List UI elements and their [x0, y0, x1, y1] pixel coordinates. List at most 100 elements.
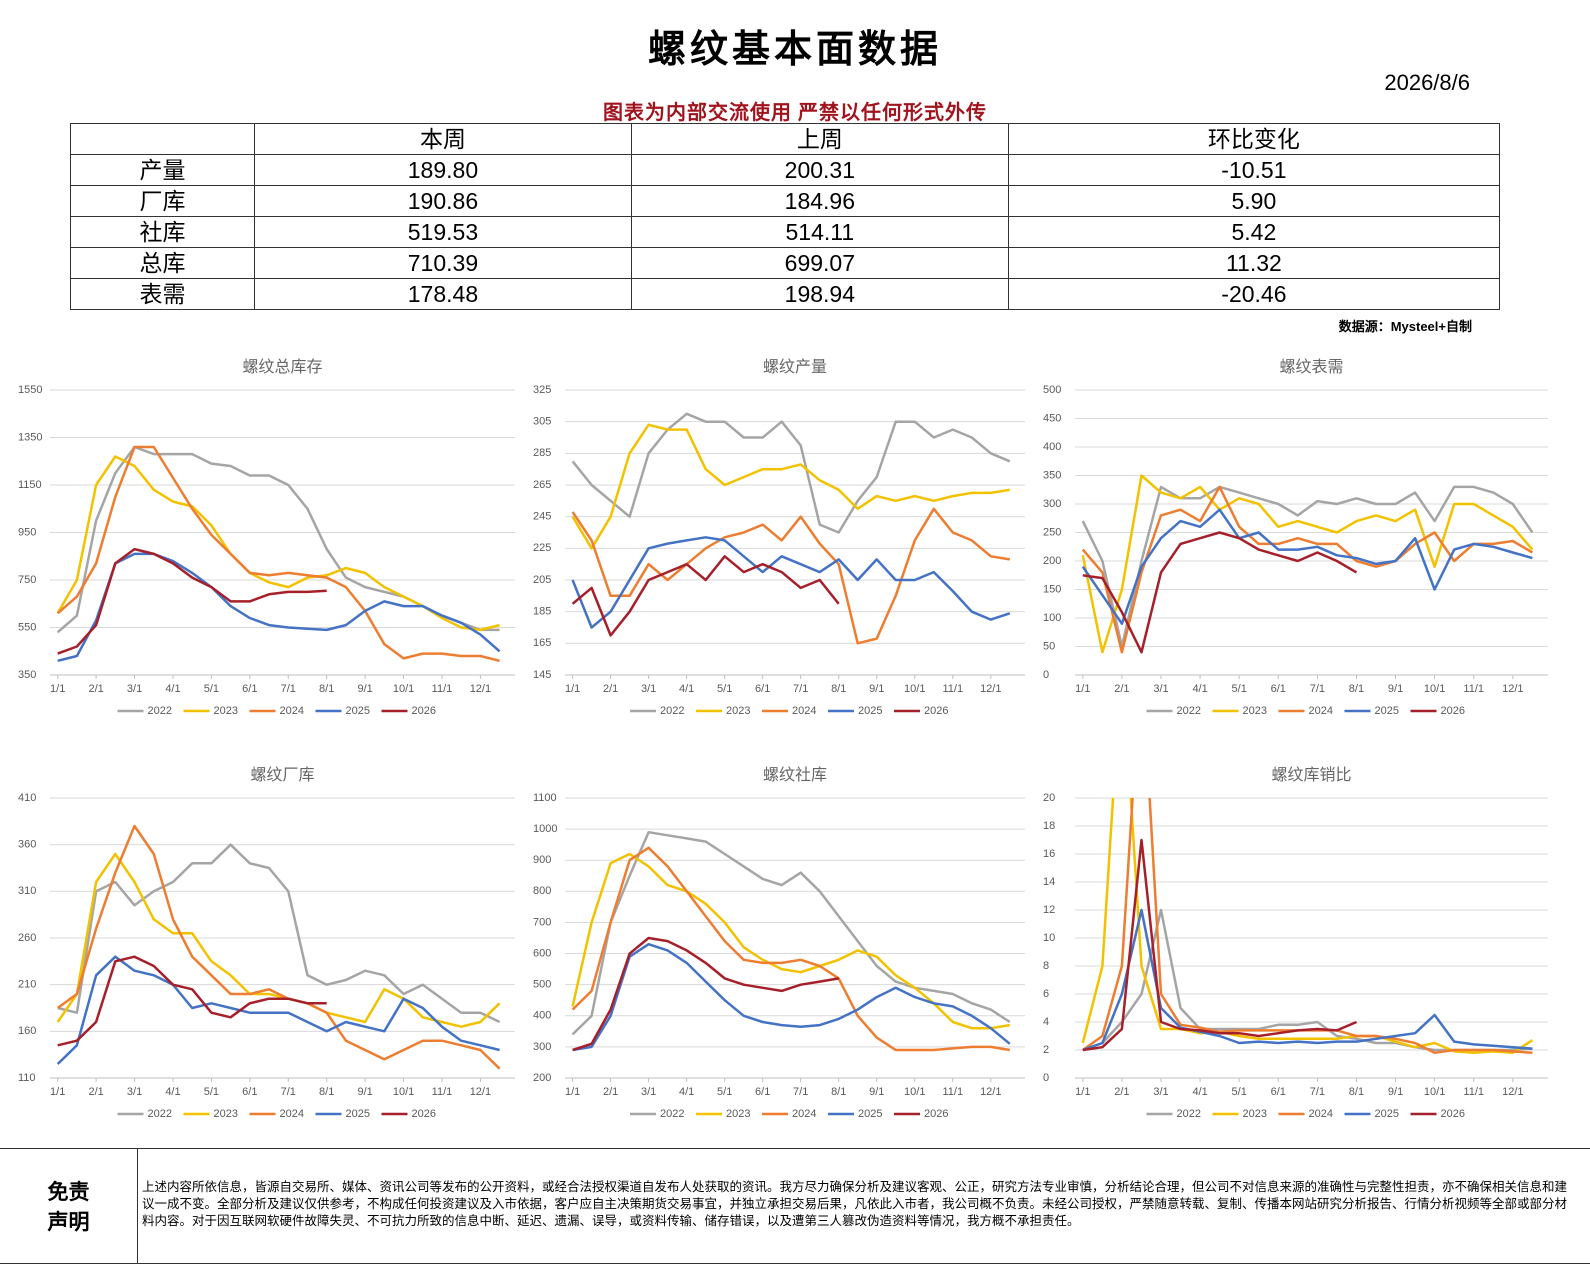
- x-tick-label: 3/1: [641, 1086, 656, 1098]
- x-tick-label: 7/1: [1310, 683, 1325, 695]
- y-tick-label: 145: [533, 669, 551, 681]
- x-tick-label: 5/1: [1232, 1086, 1247, 1098]
- x-tick-label: 12/1: [980, 1086, 1001, 1098]
- x-tick-label: 5/1: [204, 683, 219, 695]
- x-tick-label: 9/1: [357, 1086, 372, 1098]
- y-tick-label: 50: [1043, 640, 1055, 652]
- y-tick-label: 950: [18, 526, 36, 538]
- y-tick-label: 210: [18, 979, 36, 991]
- disclaimer-text: 上述内容所依信息，皆源自交易所、媒体、资讯公司等发布的公开资料，或经合法授权渠道…: [142, 1180, 1568, 1228]
- chart: 螺纹产量 145 165 185 205 225 245 265 285 305 325 1/1 2/1…: [533, 358, 1025, 717]
- x-tick-label: 12/1: [1502, 1086, 1523, 1098]
- x-tick-label: 2/1: [603, 1086, 618, 1098]
- series-line: [571, 846, 1011, 1052]
- x-tick-label: 1/1: [565, 1086, 580, 1098]
- y-tick-label: 20: [1043, 792, 1055, 804]
- x-tick-label: 2/1: [1114, 683, 1129, 695]
- y-tick-label: 250: [1043, 526, 1061, 538]
- chart: 螺纹总库存 350 550 750 950 1150 1350 1550 1/1 2/1 3/1 4/…: [18, 358, 515, 717]
- x-tick-label: 8/1: [319, 683, 334, 695]
- header-cell: 环比变化: [1007, 123, 1501, 155]
- x-tick-label: 8/1: [831, 683, 846, 695]
- x-tick-label: 1/1: [50, 683, 65, 695]
- legend-label: 2022: [148, 705, 172, 717]
- x-tick-label: 1/1: [565, 683, 580, 695]
- row: 产量 189.80 200.31 -10.51: [70, 154, 1501, 186]
- legend-label: 2023: [1243, 705, 1267, 717]
- legend-label: 2024: [792, 705, 816, 717]
- series-line: [572, 936, 839, 1052]
- x-tick-label: 2/1: [603, 683, 618, 695]
- x-tick-label: 9/1: [869, 683, 884, 695]
- legend-label: 2024: [280, 1108, 304, 1120]
- chart-title: 螺纹库销比: [1271, 766, 1351, 784]
- row: 厂库 190.86 184.96 5.90: [70, 185, 1501, 217]
- y-tick-label: 165: [533, 637, 551, 649]
- x-tick-label: 1/1: [50, 1086, 65, 1098]
- x-tick-label: 8/1: [831, 1086, 846, 1098]
- x-tick-label: 10/1: [1424, 1086, 1445, 1098]
- legend-label: 2024: [1309, 705, 1333, 717]
- y-tick-label: 200: [533, 1072, 551, 1084]
- chart: 螺纹表需 0 50 100 150 200 250 300 350 400 450 500 1/1 2/1…: [1043, 358, 1548, 717]
- y-tick-label: 305: [533, 416, 551, 428]
- x-tick-label: 6/1: [755, 683, 770, 695]
- x-tick-label: 12/1: [470, 683, 491, 695]
- x-tick-label: 3/1: [1153, 683, 1168, 695]
- row: 表需 178.48 198.94 -20.46: [70, 278, 1501, 310]
- legend-label: 2026: [412, 1108, 436, 1120]
- chart-title: 螺纹厂库: [250, 766, 314, 784]
- legend-label: 2022: [1177, 705, 1201, 717]
- y-tick-label: 1150: [18, 479, 42, 491]
- series-line: [56, 824, 501, 1070]
- x-tick-label: 4/1: [1192, 683, 1207, 695]
- x-tick-label: 8/1: [1349, 1086, 1364, 1098]
- series-line: [57, 955, 327, 1047]
- series-line: [571, 536, 1011, 629]
- cell: 5.42: [1007, 216, 1501, 248]
- y-tick-label: 325: [533, 384, 551, 396]
- x-tick-label: 8/1: [319, 1086, 334, 1098]
- legend-label: 2025: [1375, 1108, 1399, 1120]
- y-tick-label: 110: [18, 1072, 36, 1084]
- page-title: 螺纹基本面数据: [647, 29, 942, 71]
- x-tick-label: 7/1: [793, 683, 808, 695]
- series-line: [571, 852, 1011, 1030]
- y-tick-label: 225: [533, 542, 551, 554]
- y-tick-label: 700: [533, 916, 551, 928]
- series-line: [56, 445, 500, 663]
- legend-label: 2024: [280, 705, 304, 717]
- chart-title: 螺纹社库: [763, 766, 827, 784]
- x-tick-label: 3/1: [1153, 1086, 1168, 1098]
- y-tick-label: 300: [1043, 498, 1061, 510]
- y-tick-label: 6: [1043, 988, 1049, 1000]
- x-tick-label: 11/1: [942, 1086, 963, 1098]
- y-tick-label: 350: [1043, 469, 1061, 481]
- series-line: [56, 955, 500, 1065]
- legend-label: 2023: [726, 705, 750, 717]
- y-tick-label: 100: [1043, 612, 1061, 624]
- cell: 699.07: [630, 247, 1009, 279]
- series-line: [1081, 508, 1533, 625]
- x-tick-label: 4/1: [165, 683, 180, 695]
- x-tick-label: 2/1: [88, 683, 103, 695]
- y-tick-label: 14: [1043, 876, 1055, 888]
- legend-label: 2025: [858, 1108, 882, 1120]
- x-tick-label: 7/1: [1310, 1086, 1325, 1098]
- legend-label: 2025: [346, 1108, 370, 1120]
- heading-line: 免责: [47, 1181, 90, 1204]
- x-tick-label: 8/1: [1349, 683, 1364, 695]
- x-tick-label: 10/1: [393, 1086, 414, 1098]
- series-line: [571, 555, 840, 637]
- y-tick-label: 10: [1043, 932, 1055, 944]
- x-tick-label: 12/1: [470, 1086, 491, 1098]
- x-tick-label: 4/1: [679, 1086, 694, 1098]
- x-tick-label: 4/1: [1192, 1086, 1207, 1098]
- x-tick-label: 11/1: [432, 1086, 453, 1098]
- x-tick-label: 1/1: [1075, 1086, 1090, 1098]
- y-tick-label: 400: [533, 1010, 551, 1022]
- y-tick-label: 550: [18, 621, 36, 633]
- x-tick-label: 3/1: [641, 683, 656, 695]
- cell: 产量: [70, 154, 255, 186]
